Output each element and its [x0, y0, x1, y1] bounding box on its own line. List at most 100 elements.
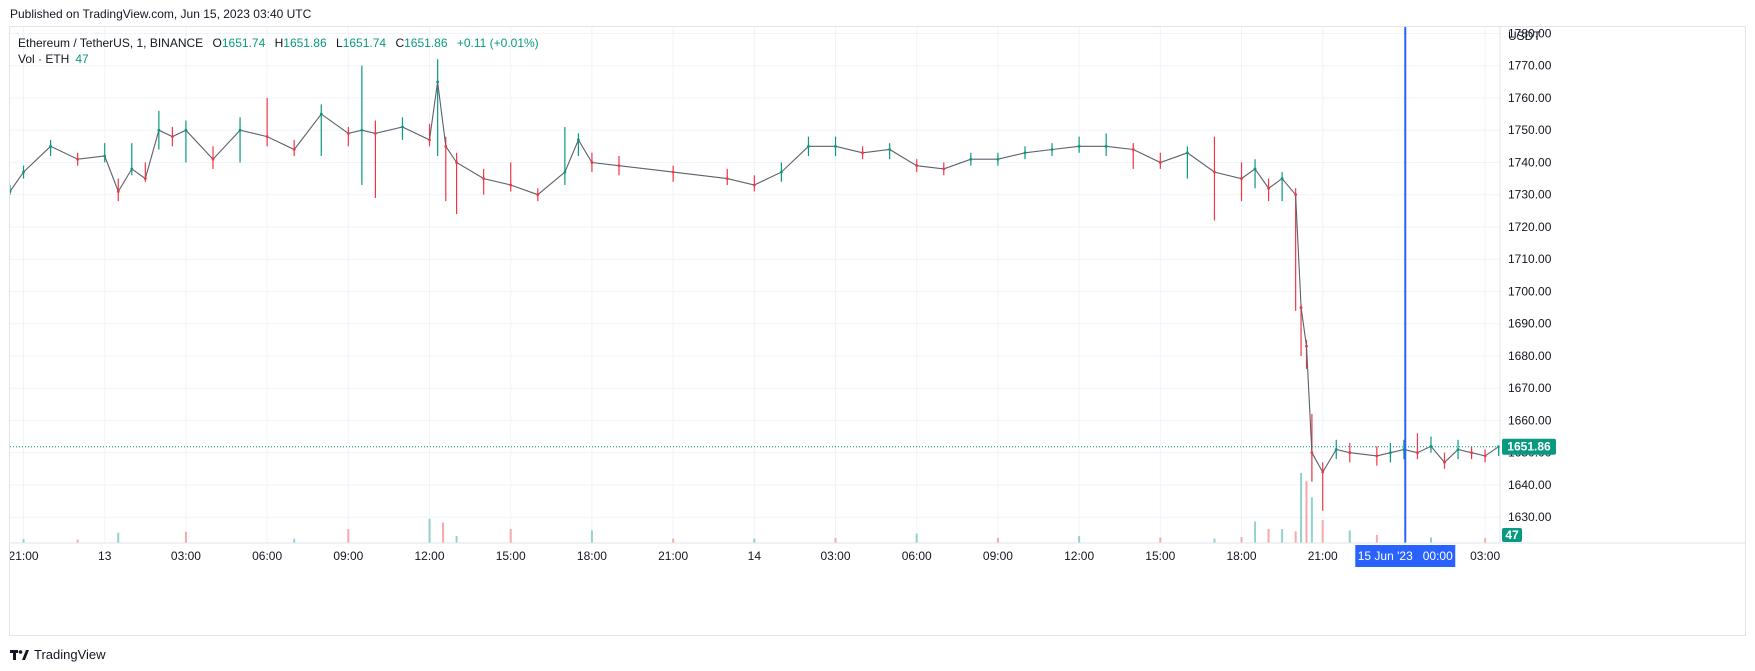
- footer-brand-label: TradingView: [34, 647, 106, 662]
- price-point: [576, 138, 580, 142]
- price-point: [1050, 148, 1054, 151]
- time-tick-label: 12:00: [415, 549, 445, 563]
- price-point: [211, 157, 215, 161]
- volume-bar: [428, 518, 431, 543]
- volume-bar: [915, 533, 918, 543]
- legend-close-value: 1651.86: [404, 36, 448, 50]
- price-point: [1470, 451, 1473, 455]
- volume-bar: [1159, 537, 1162, 543]
- price-point: [996, 157, 1000, 161]
- volume-bar: [1294, 531, 1297, 543]
- price-point: [455, 161, 458, 164]
- legend-symbol[interactable]: Ethereum / TetherUS, 1, BINANCE: [18, 36, 204, 50]
- price-series: [10, 59, 1501, 511]
- volume-bar: [1240, 537, 1243, 543]
- price-point: [1158, 161, 1162, 164]
- price-point: [915, 164, 919, 168]
- time-tick-label: 21:00: [1308, 549, 1338, 563]
- price-tick-label: 1660.00: [1508, 413, 1552, 427]
- price-point: [969, 157, 973, 161]
- legend-ohlc-row: Ethereum / TetherUS, 1, BINANCE O1651.74…: [18, 35, 539, 51]
- time-tick-label: 09:00: [983, 549, 1013, 563]
- legend-volume-row: Vol · ETH 47: [18, 51, 539, 67]
- volume-bar: [76, 539, 79, 543]
- volume-bar: [442, 522, 445, 543]
- price-point: [1334, 448, 1338, 451]
- tradingview-brand[interactable]: TradingView: [10, 647, 106, 662]
- volume-bar: [293, 538, 296, 543]
- price-point: [1416, 451, 1419, 455]
- price-point: [444, 144, 448, 148]
- volume-bar: [1305, 481, 1308, 543]
- price-axis[interactable]: 1780.00 1770.00 1760.00 1750.00 1740.00 1730.…: [1499, 27, 1556, 543]
- chart-overlay: [10, 27, 1500, 543]
- price-point: [617, 164, 621, 168]
- crosshair-time-label: 15 Jun '23 00:00: [1358, 549, 1453, 563]
- price-point: [536, 193, 540, 197]
- price-tick-label: 1710.00: [1508, 252, 1552, 266]
- legend-volume-label[interactable]: Vol · ETH: [18, 52, 70, 66]
- time-tick-label: 21:00: [658, 549, 688, 563]
- price-point: [671, 170, 675, 174]
- price-point: [238, 128, 242, 132]
- price-tick-label: 1690.00: [1508, 317, 1552, 331]
- price-point: [76, 157, 80, 161]
- price-point: [401, 125, 404, 129]
- time-tick-label: 18:00: [577, 549, 607, 563]
- time-tick-label: 03:00: [821, 549, 851, 563]
- volume-series: [22, 473, 1487, 543]
- price-tick-label: 1630.00: [1508, 510, 1552, 524]
- price-axis-unit: USDT: [1508, 29, 1541, 43]
- crosshair-time-badge: [1355, 545, 1456, 567]
- volume-bar: [509, 529, 512, 543]
- price-point: [265, 135, 269, 139]
- price-chart[interactable]: 1780.00 1770.00 1760.00 1750.00 1740.00 1730.…: [10, 27, 1745, 635]
- volume-bar: [996, 537, 999, 543]
- price-point: [1131, 148, 1135, 151]
- time-tick-label: 15:00: [496, 549, 526, 563]
- price-point: [10, 190, 12, 193]
- price-point: [725, 177, 729, 180]
- price-tick-label: 1750.00: [1508, 123, 1552, 137]
- price-point: [319, 112, 323, 116]
- price-point: [1429, 444, 1433, 448]
- time-axis[interactable]: 21:00 13 03:00 06:00 09:00 12:00 15:00 18:00 21:…: [10, 542, 1745, 567]
- volume-bar: [1321, 520, 1324, 543]
- current-price-label: 1651.86: [1507, 440, 1551, 454]
- legend-volume-value: 47: [75, 52, 89, 66]
- price-point: [1185, 151, 1189, 155]
- price-point: [942, 167, 946, 171]
- time-tick-label: 14: [748, 549, 762, 563]
- price-point: [49, 144, 52, 148]
- volume-bar: [1213, 538, 1216, 543]
- price-point: [428, 138, 431, 142]
- price-point: [130, 167, 134, 171]
- price-point: [482, 177, 486, 180]
- price-point: [1305, 344, 1308, 348]
- price-tick-label: 1720.00: [1508, 220, 1552, 234]
- price-point: [22, 170, 25, 174]
- price-point: [1294, 193, 1298, 197]
- price-point: [1213, 170, 1216, 174]
- price-point: [563, 170, 567, 174]
- price-tick-label: 1740.00: [1508, 155, 1552, 169]
- price-point: [346, 132, 350, 135]
- price-tick-label: 1640.00: [1508, 478, 1552, 492]
- tradingview-logo-icon: [10, 649, 29, 660]
- price-tick-label: 1680.00: [1508, 349, 1552, 363]
- volume-bar: [1429, 537, 1432, 543]
- chart-frame: [9, 26, 1746, 636]
- price-point: [1104, 144, 1108, 148]
- volume-bar: [184, 531, 187, 543]
- time-tick-label: 13: [98, 549, 112, 563]
- volume-bar: [590, 530, 593, 543]
- price-point: [1240, 177, 1243, 180]
- chart-legend: Ethereum / TetherUS, 1, BINANCE O1651.74…: [18, 35, 539, 67]
- legend-open-label: O: [212, 36, 222, 50]
- volume-bar: [1375, 534, 1378, 543]
- price-point: [436, 80, 440, 84]
- legend-high-label: H: [274, 36, 284, 50]
- price-point: [103, 154, 107, 158]
- legend-high-value: 1651.86: [283, 36, 327, 50]
- legend-open-value: 1651.74: [221, 36, 266, 50]
